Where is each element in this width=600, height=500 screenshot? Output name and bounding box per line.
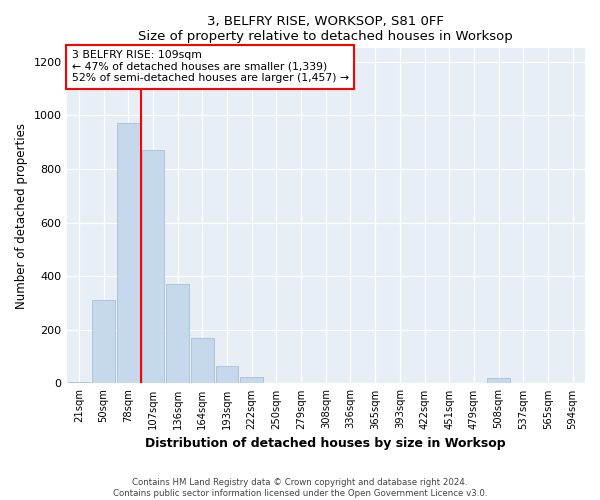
Bar: [191, 338, 214, 384]
Bar: [142, 150, 164, 384]
Bar: [166, 284, 189, 384]
Bar: [487, 378, 510, 384]
Bar: [68, 382, 90, 384]
Title: 3, BELFRY RISE, WORKSOP, S81 0FF
Size of property relative to detached houses in: 3, BELFRY RISE, WORKSOP, S81 0FF Size of…: [139, 15, 513, 43]
Text: Contains HM Land Registry data © Crown copyright and database right 2024.
Contai: Contains HM Land Registry data © Crown c…: [113, 478, 487, 498]
Bar: [92, 300, 115, 384]
Y-axis label: Number of detached properties: Number of detached properties: [15, 123, 28, 309]
Text: 3 BELFRY RISE: 109sqm
← 47% of detached houses are smaller (1,339)
52% of semi-d: 3 BELFRY RISE: 109sqm ← 47% of detached …: [72, 50, 349, 83]
Bar: [117, 124, 140, 384]
Bar: [241, 376, 263, 384]
X-axis label: Distribution of detached houses by size in Worksop: Distribution of detached houses by size …: [145, 437, 506, 450]
Bar: [215, 366, 238, 384]
